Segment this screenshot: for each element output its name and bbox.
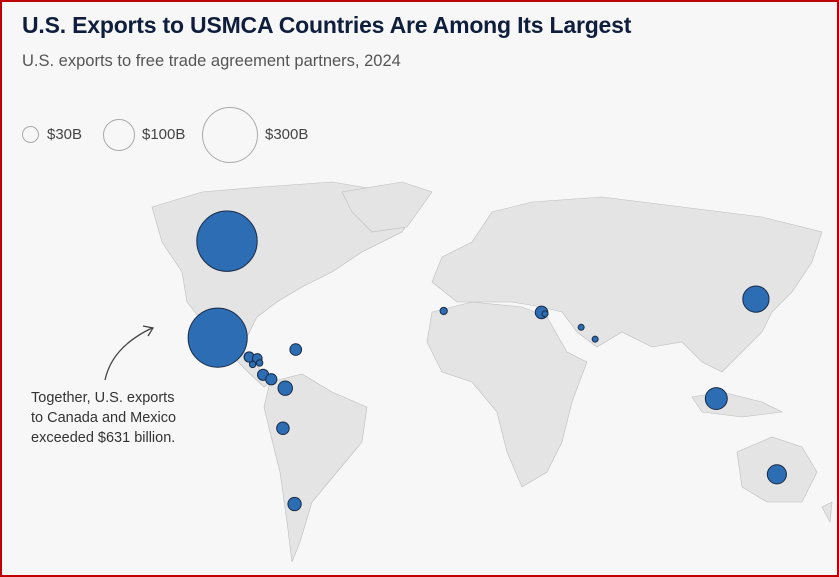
legend-circle-30: [22, 126, 39, 143]
bubble-bahrain[interactable]: Bahrain: [577, 323, 585, 331]
bubble-peru[interactable]: Peru: [276, 421, 290, 436]
bubble-morocco[interactable]: Morocco: [439, 306, 448, 316]
legend-circle-100: [103, 119, 135, 151]
bubbles: Canada Mexico South Korea Singapore Australi…: [187, 210, 787, 512]
bubble-australia[interactable]: Australia: [766, 464, 787, 485]
bubble-chile[interactable]: Chile: [287, 496, 302, 512]
chart-subtitle: U.S. exports to free trade agreement par…: [22, 52, 401, 70]
legend-label-300: $300B: [265, 126, 309, 143]
bubble-dominican-republic[interactable]: Dominican Republic: [289, 343, 303, 356]
bubble-colombia[interactable]: Colombia: [277, 380, 293, 396]
bubble-canada[interactable]: Canada: [196, 210, 258, 272]
bubble-singapore[interactable]: Singapore: [704, 387, 728, 411]
bubble-mexico[interactable]: Mexico: [187, 307, 248, 368]
chart-title: U.S. Exports to USMCA Countries Are Amon…: [22, 12, 632, 38]
bubble-south-korea[interactable]: South Korea: [742, 285, 770, 313]
land-greenland: [341, 181, 433, 233]
bubble-jordan[interactable]: Jordan: [541, 310, 549, 318]
annotation-text: Together, U.S. exports to Canada and Mex…: [31, 390, 177, 446]
bubble-nicaragua[interactable]: Nicaragua: [255, 359, 264, 367]
land-new-zealand: [821, 501, 833, 524]
bubble-oman[interactable]: Oman: [591, 335, 599, 343]
land-south-america: [263, 373, 368, 563]
legend-label-30: $30B: [47, 126, 83, 143]
legend-label-100: $100B: [142, 126, 186, 143]
bubble-panama[interactable]: Panama: [265, 373, 278, 386]
annotation-arrow: [104, 327, 153, 381]
legend-circle-300: [202, 107, 258, 163]
land-africa: [426, 301, 588, 488]
bubble-el-salvador[interactable]: El Salvador: [248, 360, 257, 369]
land-eurasia: [431, 196, 823, 373]
annotation-arrowhead: [142, 325, 155, 337]
